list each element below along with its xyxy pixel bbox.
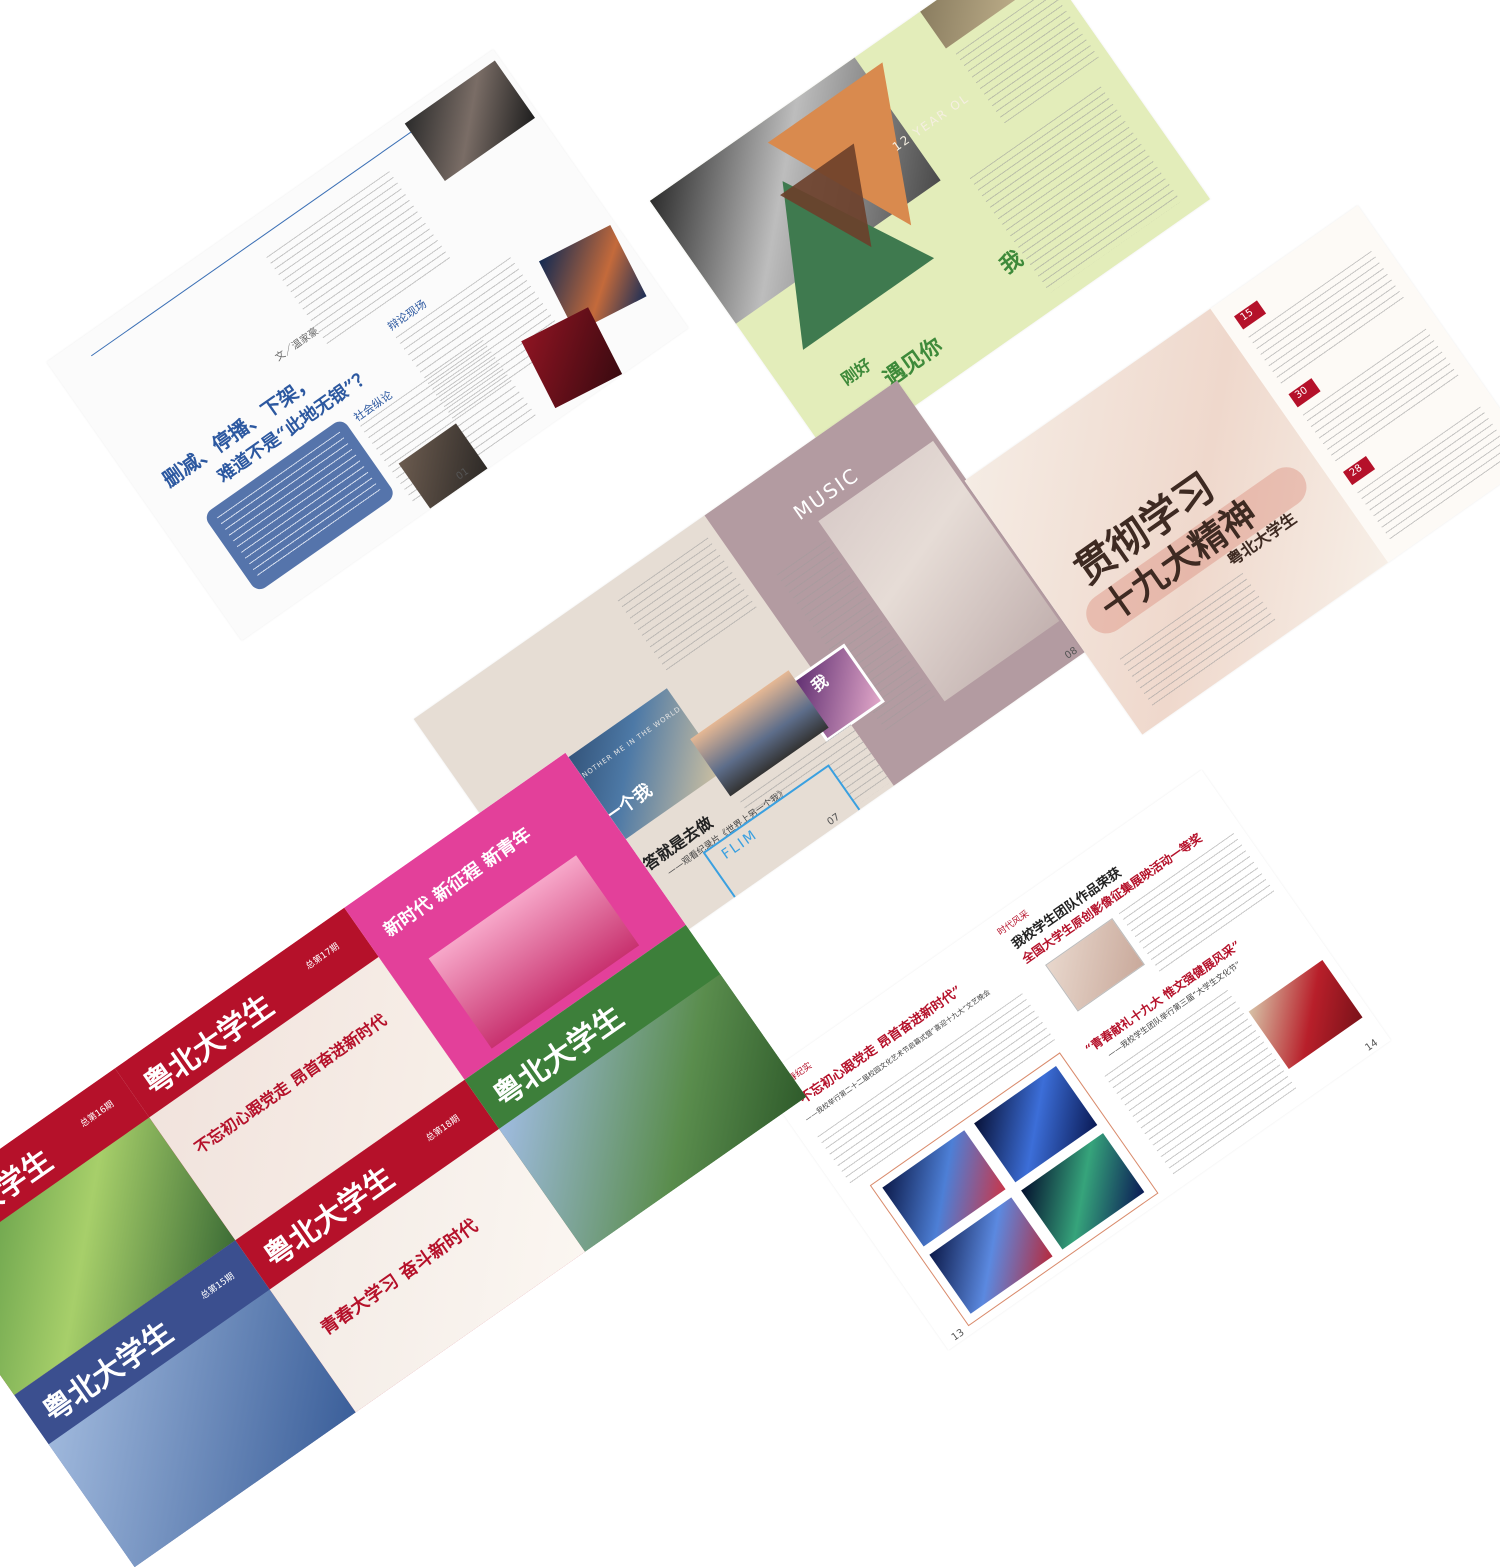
cover-e-issue: 总第18期: [424, 1113, 462, 1145]
author-line: 文／温家豪: [273, 325, 321, 364]
cover-a-issue: 总第16期: [78, 1099, 117, 1130]
page-number-right: 14: [1363, 1037, 1381, 1054]
spread-page-news: 青春纪实 时代风采 我校学生团队作品荣获 全国大学生原创影像征集展映活动一等奖 …: [759, 769, 1391, 1351]
cast-photo: [404, 60, 536, 181]
news-body-1: [1118, 833, 1277, 975]
page-number-left: 13: [949, 1327, 967, 1344]
cover-d-issue: 总第15期: [199, 1271, 237, 1302]
spread-page-01: 删减、停播、下架， 难道不是“此地无银”？ 文／温家豪 社会纵论 辩论现场 01: [46, 49, 689, 641]
cover-b-issue: 总第17期: [304, 941, 342, 972]
